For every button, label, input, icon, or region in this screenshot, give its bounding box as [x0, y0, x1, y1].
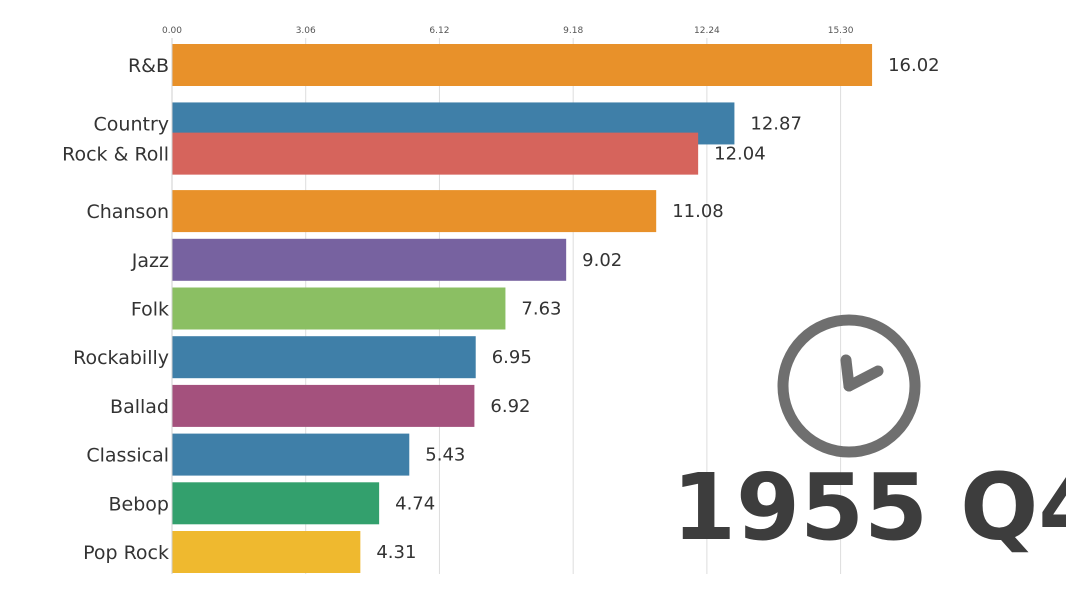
- value-label: 16.02: [888, 55, 940, 76]
- category-label: Country: [94, 113, 169, 135]
- category-label: Classical: [86, 445, 169, 467]
- value-label: 4.74: [395, 493, 435, 514]
- bar: [172, 44, 873, 86]
- bar: [172, 287, 506, 330]
- bar: [172, 336, 476, 379]
- x-tick-label: 0.00: [162, 26, 182, 36]
- bar: [172, 531, 361, 573]
- bar: [172, 384, 475, 427]
- category-label: R&B: [128, 55, 169, 77]
- category-label: Bebop: [109, 493, 169, 515]
- category-label: Rock & Roll: [62, 144, 169, 166]
- bar: [172, 482, 380, 525]
- clock-icon: [777, 314, 921, 458]
- value-label: 6.92: [490, 396, 530, 417]
- bar: [172, 238, 567, 281]
- value-label: 6.95: [492, 347, 532, 368]
- period-label: 1955 Q4: [672, 454, 1066, 561]
- category-label: Pop Rock: [83, 542, 169, 564]
- x-tick-label: 9.18: [563, 26, 583, 36]
- value-label: 11.08: [672, 201, 724, 222]
- value-label: 7.63: [521, 299, 561, 320]
- category-label: Rockabilly: [73, 347, 169, 369]
- x-tick-label: 6.12: [429, 26, 449, 36]
- bar: [172, 190, 657, 233]
- bar: [172, 433, 410, 476]
- category-label: Jazz: [131, 250, 169, 272]
- category-label: Folk: [131, 299, 169, 321]
- category-label: Ballad: [110, 396, 169, 418]
- value-label: 5.43: [425, 445, 465, 466]
- x-tick-label: 3.06: [296, 26, 316, 36]
- value-label: 12.04: [714, 144, 766, 165]
- value-label: 9.02: [582, 250, 622, 271]
- x-tick-label: 12.24: [694, 26, 720, 36]
- value-label: 4.31: [376, 542, 416, 563]
- x-tick-label: 15.30: [828, 26, 854, 36]
- bar: [172, 132, 699, 175]
- category-label: Chanson: [86, 201, 169, 223]
- value-label: 12.87: [750, 113, 802, 134]
